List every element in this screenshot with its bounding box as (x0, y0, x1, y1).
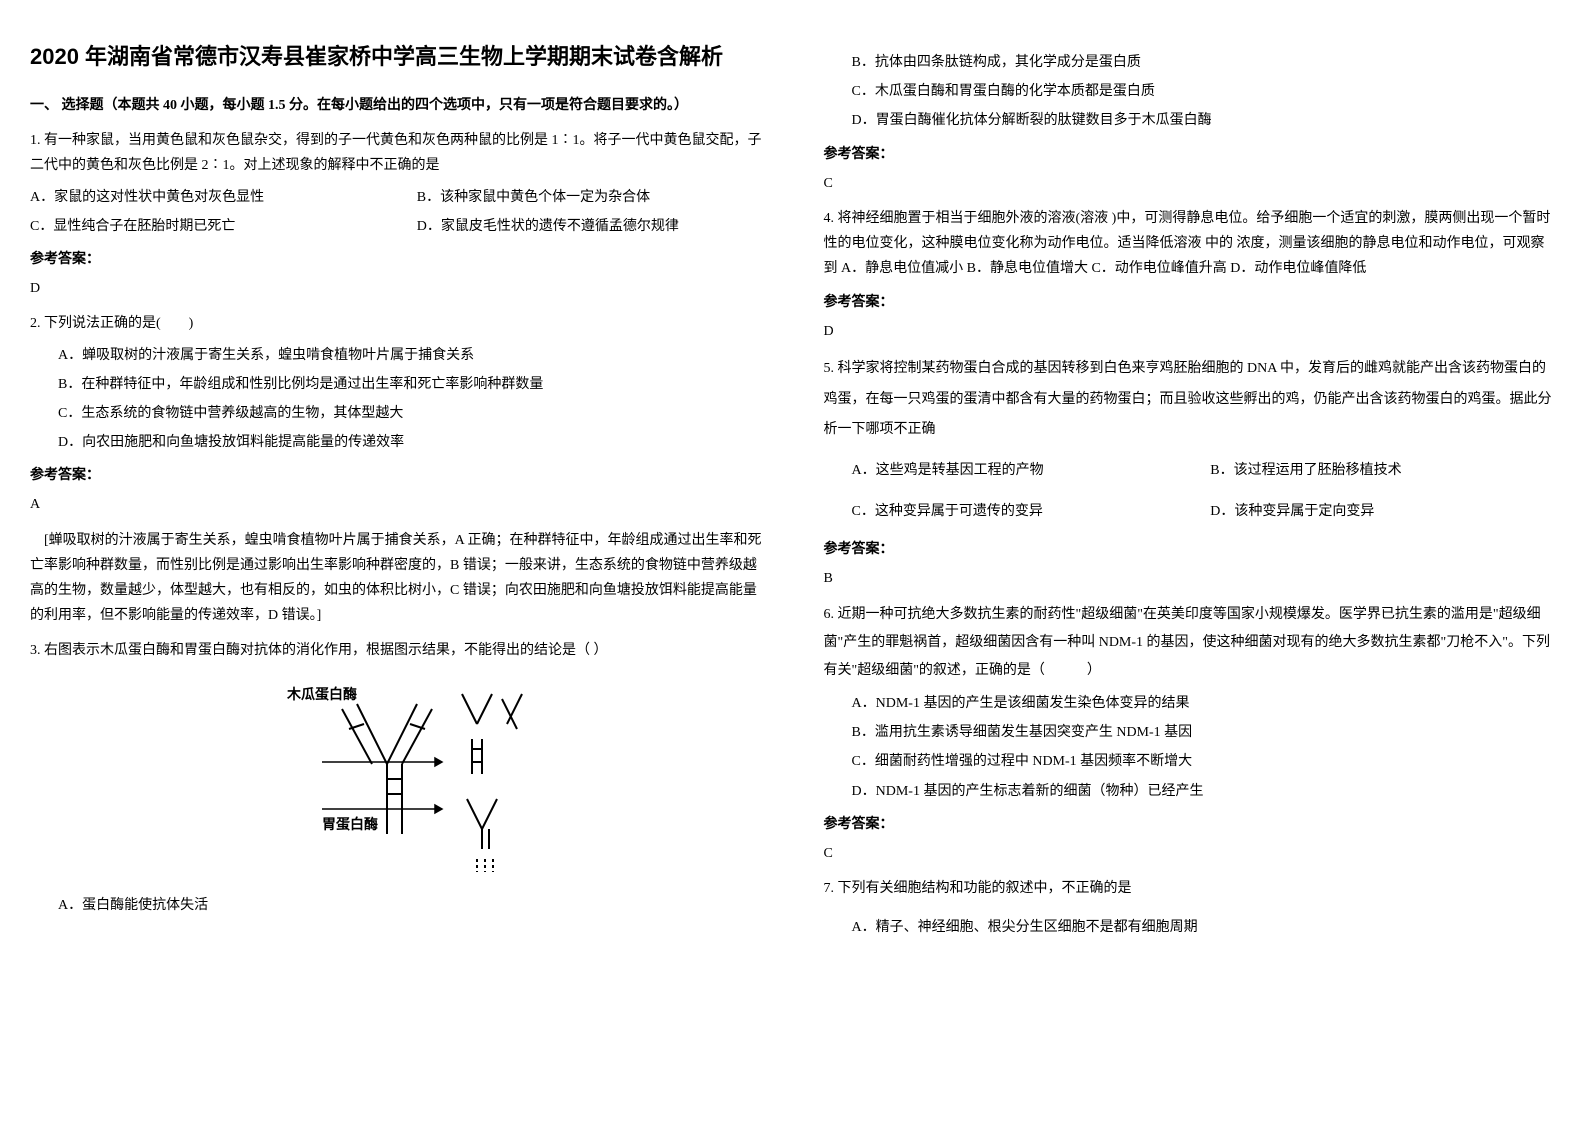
q3-answer-label: 参考答案： (824, 142, 1558, 167)
q2-optB: B．在种群特征中，年龄组成和性别比例均是通过出生率和死亡率影响种群数量 (30, 372, 764, 397)
enzyme-diagram: 木瓜蛋白酶 胃蛋白酶 (30, 674, 764, 883)
q5-options-row2: C．这种变异属于可遗传的变异 D．该种变异属于定向变异 (824, 499, 1558, 524)
question-3-cont: B．抗体由四条肽链构成，其化学成分是蛋白质 C．木瓜蛋白酶和胃蛋白酶的化学本质都… (824, 50, 1558, 196)
pepsin-label: 胃蛋白酶 (322, 816, 378, 833)
q5-optB: B．该过程运用了胚胎移植技术 (1210, 458, 1557, 483)
q3-answer: C (824, 171, 1558, 196)
q1-optB: B．该种家鼠中黄色个体一定为杂合体 (417, 185, 764, 210)
q5-optD: D．该种变异属于定向变异 (1210, 499, 1557, 524)
section-header: 一、 选择题（本题共 40 小题，每小题 1.5 分。在每小题给出的四个选项中，… (30, 93, 764, 118)
q5-optA: A．这些鸡是转基因工程的产物 (824, 458, 1171, 483)
q4-stem: 4. 将神经细胞置于相当于细胞外液的溶液(溶液 )中，可测得静息电位。给予细胞一… (824, 206, 1558, 282)
q6-answer-label: 参考答案： (824, 812, 1558, 837)
q6-answer: C (824, 841, 1558, 866)
q4-answer: D (824, 319, 1558, 344)
q4-answer-label: 参考答案： (824, 290, 1558, 315)
papain-label: 木瓜蛋白酶 (286, 686, 357, 703)
left-column: 2020 年湖南省常德市汉寿县崔家桥中学高三生物上学期期末试卷含解析 一、 选择… (30, 40, 764, 951)
question-4: 4. 将神经细胞置于相当于细胞外液的溶液(溶液 )中，可测得静息电位。给予细胞一… (824, 206, 1558, 344)
q2-stem: 2. 下列说法正确的是( ) (30, 311, 764, 336)
q2-answer: A (30, 492, 764, 517)
q2-explanation: [蝉吸取树的汁液属于寄生关系，蝗虫啃食植物叶片属于捕食关系，A 正确；在种群特征… (30, 528, 764, 629)
q7-stem: 7. 下列有关细胞结构和功能的叙述中，不正确的是 (824, 876, 1558, 901)
q3-optC: C．木瓜蛋白酶和胃蛋白酶的化学本质都是蛋白质 (824, 79, 1558, 104)
q2-optC: C．生态系统的食物链中营养级越高的生物，其体型越大 (30, 401, 764, 426)
q3-optA: A．蛋白酶能使抗体失活 (30, 893, 764, 918)
question-5: 5. 科学家将控制某药物蛋白合成的基因转移到白色来亨鸡胚胎细胞的 DNA 中，发… (824, 354, 1558, 591)
question-3: 3. 右图表示木瓜蛋白酶和胃蛋白酶对抗体的消化作用，根据图示结果，不能得出的结论… (30, 638, 764, 918)
q6-optA: A．NDM-1 基因的产生是该细菌发生染色体变异的结果 (824, 691, 1558, 716)
exam-title: 2020 年湖南省常德市汉寿县崔家桥中学高三生物上学期期末试卷含解析 (30, 40, 764, 73)
q3-optD: D．胃蛋白酶催化抗体分解断裂的肽键数目多于木瓜蛋白酶 (824, 108, 1558, 133)
q3-stem: 3. 右图表示木瓜蛋白酶和胃蛋白酶对抗体的消化作用，根据图示结果，不能得出的结论… (30, 638, 764, 663)
q1-options-row1: A．家鼠的这对性状中黄色对灰色显性 B．该种家鼠中黄色个体一定为杂合体 (30, 185, 764, 210)
right-column: B．抗体由四条肽链构成，其化学成分是蛋白质 C．木瓜蛋白酶和胃蛋白酶的化学本质都… (824, 40, 1558, 951)
q1-answer-label: 参考答案： (30, 247, 764, 272)
q1-optA: A．家鼠的这对性状中黄色对灰色显性 (30, 185, 377, 210)
q2-answer-label: 参考答案： (30, 463, 764, 488)
q1-stem: 1. 有一种家鼠，当用黄色鼠和灰色鼠杂交，得到的子一代黄色和灰色两种鼠的比例是 … (30, 128, 764, 178)
q2-optD: D．向农田施肥和向鱼塘投放饵料能提高能量的传递效率 (30, 430, 764, 455)
q1-options-row2: C．显性纯合子在胚胎时期已死亡 D．家鼠皮毛性状的遗传不遵循孟德尔规律 (30, 214, 764, 239)
page-container: 2020 年湖南省常德市汉寿县崔家桥中学高三生物上学期期末试卷含解析 一、 选择… (30, 40, 1557, 951)
q5-answer-label: 参考答案： (824, 537, 1558, 562)
question-1: 1. 有一种家鼠，当用黄色鼠和灰色鼠杂交，得到的子一代黄色和灰色两种鼠的比例是 … (30, 128, 764, 301)
antibody-svg: 木瓜蛋白酶 胃蛋白酶 (267, 674, 527, 874)
q1-answer: D (30, 276, 764, 301)
q7-optA: A．精子、神经细胞、根尖分生区细胞不是都有细胞周期 (824, 915, 1558, 940)
q6-optC: C．细菌耐药性增强的过程中 NDM-1 基因频率不断增大 (824, 749, 1558, 774)
q5-answer: B (824, 566, 1558, 591)
q6-stem: 6. 近期一种可抗绝大多数抗生素的耐药性"超级细菌"在英美印度等国家小规模爆发。… (824, 601, 1558, 685)
question-2: 2. 下列说法正确的是( ) A．蝉吸取树的汁液属于寄生关系，蝗虫啃食植物叶片属… (30, 311, 764, 628)
q6-optD: D．NDM-1 基因的产生标志着新的细菌（物种）已经产生 (824, 779, 1558, 804)
q3-optB: B．抗体由四条肽链构成，其化学成分是蛋白质 (824, 50, 1558, 75)
q5-options-row1: A．这些鸡是转基因工程的产物 B．该过程运用了胚胎移植技术 (824, 458, 1558, 483)
question-7: 7. 下列有关细胞结构和功能的叙述中，不正确的是 A．精子、神经细胞、根尖分生区… (824, 876, 1558, 940)
q2-optA: A．蝉吸取树的汁液属于寄生关系，蝗虫啃食植物叶片属于捕食关系 (30, 343, 764, 368)
question-6: 6. 近期一种可抗绝大多数抗生素的耐药性"超级细菌"在英美印度等国家小规模爆发。… (824, 601, 1558, 866)
q5-optC: C．这种变异属于可遗传的变异 (824, 499, 1171, 524)
q6-optB: B．滥用抗生素诱导细菌发生基因突变产生 NDM-1 基因 (824, 720, 1558, 745)
q5-stem: 5. 科学家将控制某药物蛋白合成的基因转移到白色来亨鸡胚胎细胞的 DNA 中，发… (824, 354, 1558, 446)
q1-optC: C．显性纯合子在胚胎时期已死亡 (30, 214, 377, 239)
q1-optD: D．家鼠皮毛性状的遗传不遵循孟德尔规律 (417, 214, 764, 239)
